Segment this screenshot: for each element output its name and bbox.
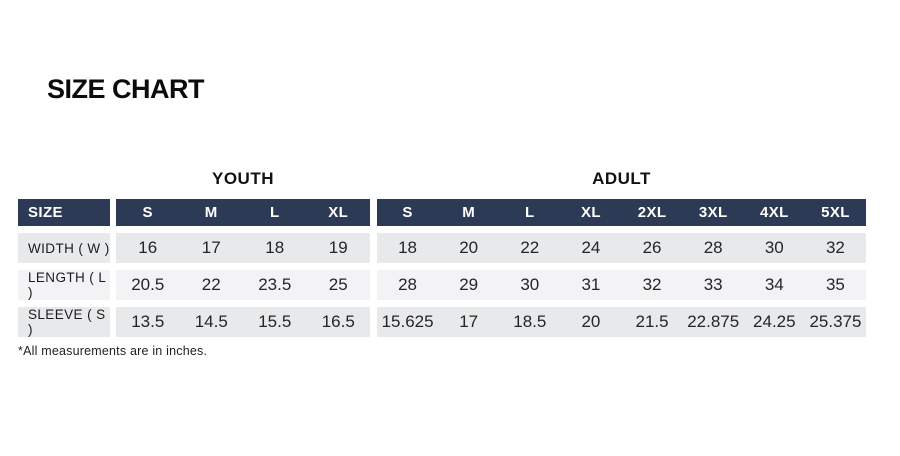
value-cell: 16.5: [306, 307, 370, 337]
adult-header-xl: XL: [560, 199, 622, 226]
value-cell: 33: [682, 270, 744, 300]
youth-header-l: L: [243, 199, 307, 226]
youth-header-xl: XL: [306, 199, 370, 226]
value-cell: 22: [179, 270, 243, 300]
value-cell: 23.5: [243, 270, 307, 300]
column-gap: [370, 307, 377, 337]
value-cell: 25: [306, 270, 370, 300]
value-cell: 28: [682, 233, 744, 263]
youth-header-m: M: [179, 199, 243, 226]
value-cell: 22: [499, 233, 561, 263]
group-label-adult: ADULT: [592, 169, 651, 188]
value-cell: 18: [377, 233, 439, 263]
value-cell: 20: [560, 307, 622, 337]
adult-header-m: M: [438, 199, 500, 226]
value-cell: 18: [243, 233, 307, 263]
value-cell: 35: [804, 270, 866, 300]
value-cell: 17: [179, 233, 243, 263]
adult-header-s: S: [377, 199, 439, 226]
value-cell: 16: [116, 233, 180, 263]
value-cell: 24: [560, 233, 622, 263]
value-cell: 20.5: [116, 270, 180, 300]
value-cell: 34: [743, 270, 805, 300]
table-header-row: SIZE S M L XL S M L XL 2XL 3XL 4XL 5XL: [18, 199, 866, 226]
value-cell: 24.25: [743, 307, 805, 337]
table-row-sleeve: SLEEVE ( S ) 13.5 14.5 15.5 16.5 15.625 …: [18, 307, 866, 337]
value-cell: 22.875: [682, 307, 744, 337]
corner-header-size: SIZE: [18, 199, 110, 226]
value-cell: 15.5: [243, 307, 307, 337]
value-cell: 29: [438, 270, 500, 300]
value-cell: 25.375: [804, 307, 866, 337]
value-cell: 20: [438, 233, 500, 263]
group-labels-row: YOUTH ADULT: [18, 167, 866, 189]
value-cell: 31: [560, 270, 622, 300]
row-label-length: LENGTH ( L ): [18, 270, 110, 300]
value-cell: 19: [306, 233, 370, 263]
value-cell: 21.5: [621, 307, 683, 337]
row-label-width: WIDTH ( W ): [18, 233, 110, 263]
value-cell: 15.625: [377, 307, 439, 337]
table-row-width: WIDTH ( W ) 16 17 18 19 18 20 22 24 26 2…: [18, 233, 866, 263]
value-cell: 26: [621, 233, 683, 263]
row-label-sleeve: SLEEVE ( S ): [18, 307, 110, 337]
value-cell: 32: [621, 270, 683, 300]
value-cell: 17: [438, 307, 500, 337]
size-table: YOUTH ADULT SIZE S M L XL S M L XL: [18, 167, 866, 358]
adult-header-4xl: 4XL: [743, 199, 805, 226]
column-gap: [370, 199, 377, 226]
youth-header-s: S: [116, 199, 180, 226]
table-row-length: LENGTH ( L ) 20.5 22 23.5 25 28 29 30 31…: [18, 270, 866, 300]
group-label-youth: YOUTH: [212, 169, 274, 188]
measurements-footnote: *All measurements are in inches.: [18, 344, 208, 358]
value-cell: 28: [377, 270, 439, 300]
value-cell: 14.5: [179, 307, 243, 337]
value-cell: 13.5: [116, 307, 180, 337]
column-gap: [370, 233, 377, 263]
value-cell: 30: [743, 233, 805, 263]
value-cell: 18.5: [499, 307, 561, 337]
adult-header-5xl: 5XL: [804, 199, 866, 226]
page-title: SIZE CHART: [47, 74, 205, 104]
value-cell: 30: [499, 270, 561, 300]
adult-header-l: L: [499, 199, 561, 226]
adult-header-3xl: 3XL: [682, 199, 744, 226]
column-gap: [370, 270, 377, 300]
adult-header-2xl: 2XL: [621, 199, 683, 226]
value-cell: 32: [804, 233, 866, 263]
